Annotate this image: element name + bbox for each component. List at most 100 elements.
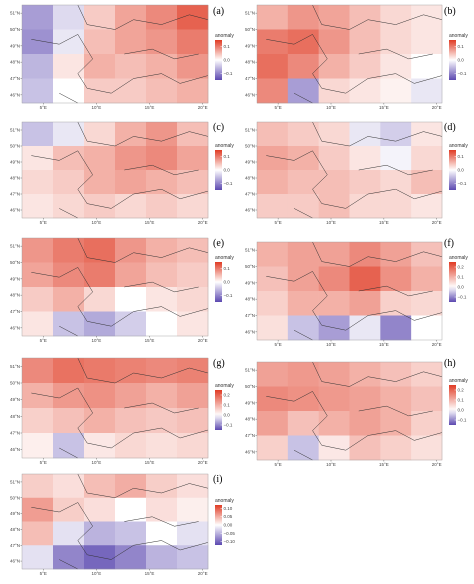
heat-cell — [411, 78, 443, 104]
colorbar — [449, 262, 456, 302]
heat-cell — [115, 5, 147, 30]
heat-cell — [146, 5, 178, 30]
border — [111, 73, 209, 94]
y-tick-label: 46°N — [10, 92, 20, 97]
y-tick-label: 48°N — [10, 414, 20, 419]
heat-cell — [115, 29, 147, 55]
heat-cell — [411, 29, 443, 55]
y-tick-label: 48°N — [10, 176, 20, 181]
x-tick-label: 10°E — [326, 105, 336, 110]
y-tick-label: 50°N — [245, 27, 255, 32]
x-tick-label: 15°E — [145, 338, 155, 343]
heat-cell — [177, 497, 209, 522]
heat-cell — [257, 194, 289, 219]
x-tick-label: 15°E — [379, 105, 389, 110]
heat-cell — [287, 78, 319, 104]
map-frame — [21, 357, 209, 459]
panel: 51°N 50°N 49°N 48°N 47°N 46°N 5°E 10°E 15°E 20°E (… — [10, 473, 236, 576]
y-tick-label: 50°N — [245, 384, 255, 389]
border — [266, 34, 346, 94]
y-tick-label: 46°N — [10, 559, 20, 564]
heat-cell — [318, 170, 350, 195]
x-tick-label: 20°E — [432, 462, 442, 467]
heat-cell — [177, 408, 209, 434]
heat-cell — [411, 315, 443, 341]
x-tick-label: 10°E — [91, 460, 101, 465]
heat-cell — [380, 242, 412, 267]
colorbar — [215, 262, 222, 302]
heat-cell — [411, 54, 443, 79]
colorbar-label: −0.10 — [224, 539, 236, 544]
y-tick-label: 51°N — [10, 244, 20, 249]
colorbar-label: 0.0 — [224, 58, 231, 63]
y-tick-label: 47°N — [10, 76, 20, 81]
y-tick-label: 48°N — [10, 293, 20, 298]
border — [59, 208, 78, 219]
y-tick-label: 46°N — [245, 208, 255, 213]
legend-title: anomaly — [449, 33, 468, 39]
heat-cell — [146, 29, 178, 55]
heat-cell — [380, 170, 412, 195]
colorbar — [215, 40, 222, 80]
colorbar-label: −0.1 — [224, 181, 233, 186]
panel-label: (d) — [444, 122, 456, 133]
x-tick-label: 5°E — [274, 220, 281, 225]
heat-cell — [53, 29, 85, 55]
x-tick-label: 20°E — [198, 105, 208, 110]
colorbar-label: 0.10 — [224, 506, 233, 511]
heat-cell — [22, 474, 54, 499]
colorbar-label: 0.1 — [224, 403, 231, 408]
y-tick-label: 46°N — [245, 449, 255, 454]
panel: 51°N 50°N 49°N 48°N 47°N 46°N 5°E 10°E 15°E 20°E (… — [245, 121, 468, 225]
y-tick-label: 48°N — [10, 60, 20, 65]
panel: 51°N 50°N 49°N 48°N 47°N 46°N 5°E 10°E 15°E 20°E (… — [245, 358, 468, 467]
x-tick-label: 20°E — [432, 105, 442, 110]
heat-cell — [287, 435, 319, 461]
heat-cell — [380, 146, 412, 171]
heat-cell — [349, 315, 381, 341]
colorbar-label: −0.1 — [224, 293, 233, 298]
heat-cell — [53, 194, 85, 219]
heat-cell — [349, 146, 381, 171]
heat-cell — [146, 433, 178, 459]
heat-cell — [115, 78, 147, 104]
heat-cell — [84, 170, 116, 195]
border — [345, 310, 443, 331]
y-tick-label: 51°N — [10, 479, 20, 484]
heat-cell — [53, 262, 85, 288]
heat-cell — [22, 122, 54, 147]
heat-cell — [177, 29, 209, 55]
x-tick-label: 10°E — [326, 462, 336, 467]
y-tick-label: 49°N — [10, 160, 20, 165]
heat-cell — [84, 287, 116, 312]
colorbar-label: 0.1 — [224, 266, 231, 271]
heat-cell — [380, 386, 412, 412]
border — [111, 427, 209, 449]
heat-cell — [177, 54, 209, 79]
heat-cell — [318, 386, 350, 412]
x-tick-label: 15°E — [145, 105, 155, 110]
x-tick-label: 20°E — [432, 342, 442, 347]
heat-cell — [146, 262, 178, 288]
x-tick-label: 20°E — [198, 220, 208, 225]
y-tick-label: 51°N — [10, 364, 20, 369]
legend-title: anomaly — [215, 33, 234, 39]
heat-cell — [53, 287, 85, 312]
heat-cell — [349, 435, 381, 461]
panel: 51°N 50°N 49°N 48°N 47°N 46°N 5°E 10°E 15°E 20°E (… — [10, 237, 234, 343]
heat-cell — [146, 194, 178, 219]
heat-cell — [53, 433, 85, 459]
x-tick-label: 20°E — [198, 571, 208, 576]
y-tick-label: 48°N — [245, 176, 255, 181]
heat-cell — [22, 54, 54, 79]
border — [266, 271, 346, 331]
y-tick-label: 49°N — [245, 400, 255, 405]
heat-cell — [115, 545, 147, 570]
border — [31, 34, 112, 94]
heat-cell — [177, 146, 209, 171]
legend-title: anomaly — [215, 255, 234, 261]
legend-title: anomaly — [449, 378, 468, 384]
colorbar-label: 0.2 — [458, 388, 465, 393]
heat-cell — [318, 411, 350, 436]
